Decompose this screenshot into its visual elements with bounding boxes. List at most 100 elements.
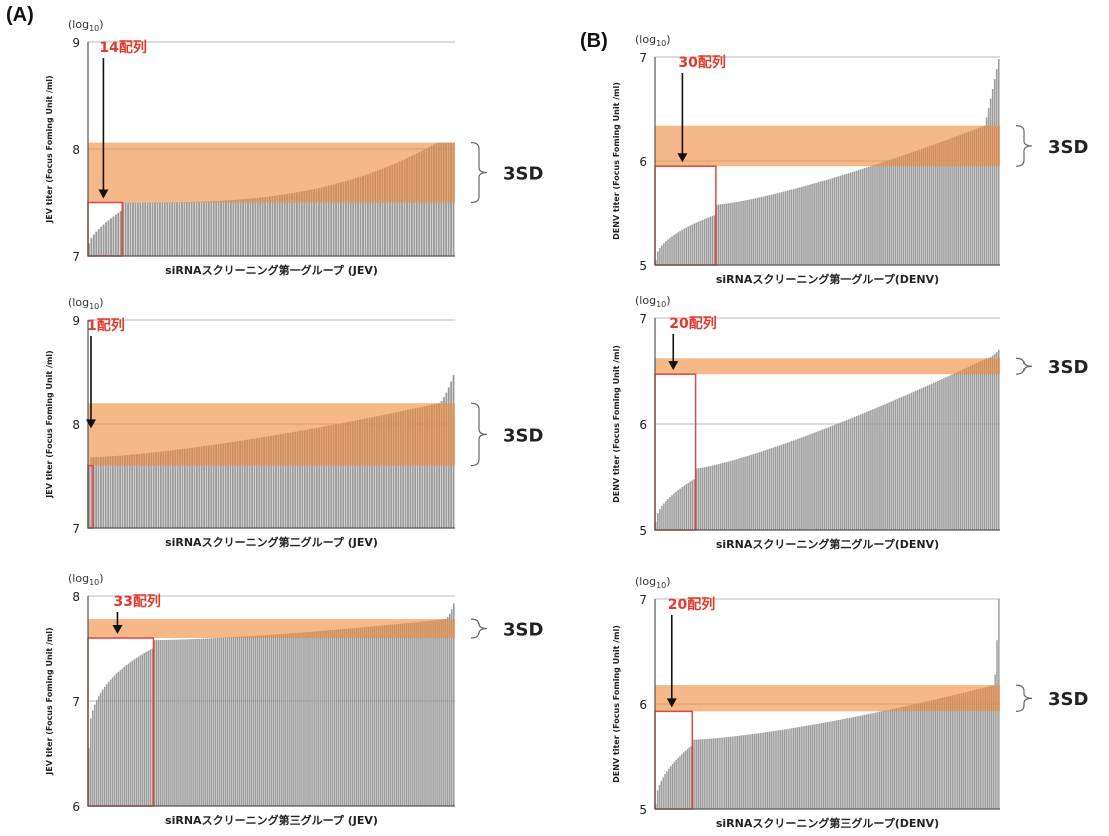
data-bar xyxy=(744,456,746,530)
data-bar xyxy=(690,746,692,809)
data-bar xyxy=(778,192,781,265)
data-bar xyxy=(369,626,372,806)
data-bar xyxy=(414,408,417,528)
data-bar xyxy=(657,513,659,530)
data-bar xyxy=(817,431,819,530)
data-bar xyxy=(418,152,421,256)
data-bar xyxy=(270,634,273,806)
sd-label: 3SD xyxy=(1048,357,1088,378)
data-bar xyxy=(380,415,383,528)
data-bar xyxy=(917,703,920,809)
data-bar xyxy=(344,181,347,256)
data-bar xyxy=(671,764,674,809)
data-bar xyxy=(302,632,304,806)
y-axis-label: JEV titer (Focus Foming Unit /ml) xyxy=(45,350,54,498)
data-bar xyxy=(267,436,270,528)
data-bar xyxy=(750,454,752,530)
data-bar xyxy=(393,163,396,256)
data-bar xyxy=(884,404,886,530)
data-bar xyxy=(385,414,388,528)
data-bar xyxy=(858,716,860,809)
data-bar xyxy=(825,179,828,265)
data-bar xyxy=(786,442,789,530)
data-bar xyxy=(667,499,669,530)
data-bar xyxy=(395,412,397,528)
data-bar xyxy=(258,635,261,806)
data-bar xyxy=(665,501,667,530)
data-bar xyxy=(143,453,146,528)
data-bar xyxy=(243,440,246,528)
sd-brace xyxy=(1015,684,1033,712)
data-bar xyxy=(806,725,808,809)
data-bar xyxy=(796,727,799,809)
data-bar xyxy=(945,140,947,265)
data-bar xyxy=(933,382,935,530)
data-bar xyxy=(683,485,685,530)
data-bar xyxy=(359,627,362,806)
data-bar xyxy=(205,638,207,806)
data-bar xyxy=(193,639,195,806)
y-axis-label: DENV titer (Focus Foming Unit /ml) xyxy=(612,345,621,503)
data-bar xyxy=(244,636,247,806)
data-bar xyxy=(207,638,209,806)
data-bar xyxy=(165,639,167,806)
data-bar xyxy=(377,625,380,806)
data-bar xyxy=(827,179,830,265)
data-bar xyxy=(847,419,850,530)
data-bar xyxy=(157,451,160,528)
data-bar xyxy=(837,720,840,809)
data-bar xyxy=(383,625,386,806)
data-bar xyxy=(229,442,232,528)
data-bar xyxy=(697,221,700,265)
data-bar xyxy=(709,738,711,809)
data-bar xyxy=(817,723,819,809)
data-bar xyxy=(843,420,846,530)
data-bar xyxy=(402,410,405,528)
data-bar xyxy=(413,154,416,256)
data-bar xyxy=(900,397,903,530)
data-bar xyxy=(734,202,736,265)
data-bar xyxy=(845,173,848,265)
data-bar xyxy=(220,200,223,256)
log-scale-label: (log10) xyxy=(635,294,671,309)
data-bar xyxy=(768,195,771,265)
data-bar xyxy=(292,633,294,806)
selected-count-label: 20配列 xyxy=(668,596,715,613)
data-bar xyxy=(193,201,196,256)
data-bar xyxy=(669,497,671,530)
data-bar xyxy=(399,623,401,806)
data-bar xyxy=(860,715,862,809)
data-bar xyxy=(837,176,840,265)
data-bar xyxy=(748,455,750,530)
data-bar xyxy=(88,243,90,256)
data-bar xyxy=(764,196,767,265)
data-bar xyxy=(876,164,878,265)
data-bar xyxy=(872,409,874,530)
data-bar xyxy=(831,425,834,530)
data-bar xyxy=(295,192,298,256)
data-bar xyxy=(902,155,905,265)
data-bar xyxy=(896,157,899,265)
data-bar xyxy=(300,632,302,806)
data-bar xyxy=(774,730,776,809)
data-bar xyxy=(677,490,679,530)
data-bar xyxy=(451,609,453,806)
data-bar xyxy=(908,153,911,265)
data-bar xyxy=(100,226,103,256)
y-tick-label: 7 xyxy=(72,695,80,709)
data-bar xyxy=(147,452,150,528)
x-axis-label: siRNAスクリーニング第一グループ(DENV) xyxy=(716,272,939,286)
data-bar xyxy=(137,656,140,806)
data-bar xyxy=(774,446,777,530)
data-bar xyxy=(967,366,970,530)
data-bar xyxy=(799,187,801,265)
data-bar xyxy=(389,624,392,806)
data-bar xyxy=(168,202,171,256)
data-bar xyxy=(880,405,882,530)
data-bar xyxy=(904,395,907,530)
data-bar xyxy=(724,203,726,265)
data-bar xyxy=(239,440,241,528)
data-bar xyxy=(322,186,325,256)
data-bar xyxy=(987,108,990,265)
data-bar xyxy=(729,736,732,809)
